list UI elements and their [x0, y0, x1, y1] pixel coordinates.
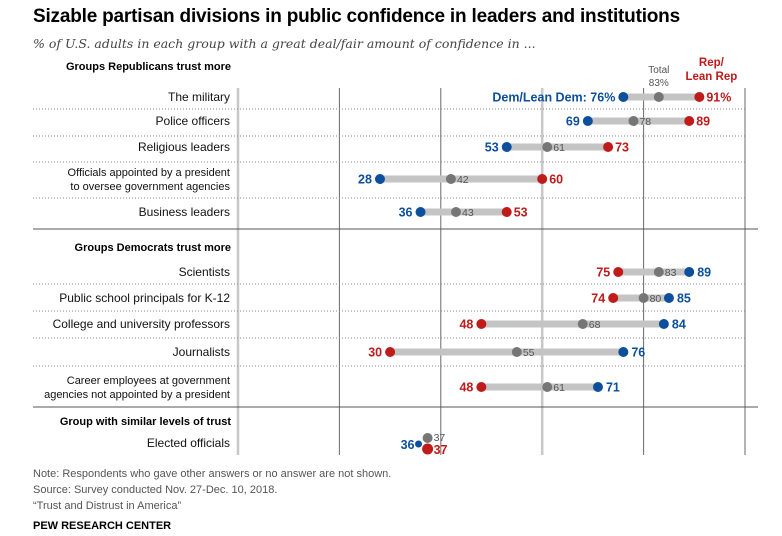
dem-value-label: Dem/Lean Dem: 76%	[492, 91, 615, 105]
dot-total	[628, 116, 639, 126]
rep-value-label: 89	[696, 115, 710, 129]
dot-dem	[663, 293, 674, 303]
legend-total-value: 83%	[649, 78, 669, 89]
dot-total	[451, 207, 462, 217]
dot-rep	[537, 174, 548, 184]
dot-rep	[608, 293, 619, 303]
dem-value-label: 89	[697, 266, 711, 280]
category-label: Police officers	[156, 114, 230, 128]
total-value-label: 83	[665, 267, 677, 279]
dot-rep	[476, 382, 487, 392]
section-heading: Groups Democrats trust more	[75, 242, 231, 254]
rep-value-label: 75	[596, 266, 610, 280]
dot-total	[577, 319, 588, 329]
category-label: Religious leaders	[138, 140, 230, 154]
dot-rep	[476, 319, 487, 329]
category-label: to oversee government agencies	[70, 181, 230, 193]
brand-logo-text: PEW RESEARCH CENTER	[33, 520, 172, 532]
dot-dem	[582, 116, 593, 126]
dot-dem	[415, 207, 426, 217]
dot-total	[638, 293, 649, 303]
dot-rep	[684, 116, 695, 126]
dem-value-label: 53	[485, 141, 499, 155]
rep-value-label: 73	[615, 141, 629, 155]
section-heading: Group with similar levels of trust	[60, 416, 231, 428]
source-text: Source: Survey conducted Nov. 27-Dec. 10…	[33, 484, 278, 496]
dem-value-label: 36	[401, 438, 415, 452]
dot-total	[542, 382, 553, 392]
total-value-label: 68	[589, 319, 601, 331]
rep-value-label: 91%	[706, 91, 731, 105]
dot-dem	[658, 319, 669, 329]
dot-rep	[422, 443, 434, 455]
legend-rep-label: Rep/	[699, 57, 725, 69]
dot-total	[511, 347, 522, 357]
dot-total	[445, 174, 456, 184]
dot-dem	[618, 347, 629, 357]
rep-value-label: 30	[368, 346, 382, 360]
rep-value-label: 53	[514, 206, 528, 220]
dem-value-label: 71	[606, 381, 620, 395]
dot-total	[422, 433, 433, 443]
total-value-label: 43	[462, 207, 474, 219]
dot-total	[653, 267, 664, 277]
category-label: Career employees at government	[67, 375, 230, 387]
dot-rep	[385, 347, 396, 357]
rep-value-label: 37	[434, 443, 448, 457]
category-label: agencies not appointed by a president	[44, 389, 230, 401]
report-title-text: “Trust and Distrust in America”	[33, 500, 182, 512]
total-value-label: 78	[639, 116, 651, 128]
total-value-label: 42	[457, 174, 469, 186]
dem-value-label: 84	[672, 318, 686, 332]
dot-total	[542, 142, 553, 152]
category-label: Officials appointed by a president	[68, 167, 230, 179]
dot-dem	[684, 267, 695, 277]
total-value-label: 61	[553, 142, 565, 154]
dem-value-label: 85	[677, 292, 691, 306]
dot-dem	[374, 174, 385, 184]
section-heading: Groups Republicans trust more	[66, 61, 231, 73]
dot-rep	[613, 267, 624, 277]
total-value-label: 55	[523, 347, 535, 359]
rep-value-label: 48	[459, 381, 473, 395]
category-label: Public school principals for K-12	[59, 291, 230, 305]
dot-rep	[694, 92, 705, 102]
dot-dem	[618, 92, 629, 102]
rep-value-label: 48	[459, 318, 473, 332]
dot-range-chart: Groups Republicans trust more The militar…	[33, 57, 758, 457]
chart-subtitle: % of U.S. adults in each group with a gr…	[33, 36, 536, 51]
rep-value-label: 74	[591, 292, 605, 306]
dot-dem	[501, 142, 512, 152]
rep-value-label: 60	[549, 173, 563, 187]
dot-total	[653, 92, 664, 102]
category-label: Journalists	[173, 345, 230, 359]
legend-total-label: Total	[648, 65, 669, 76]
total-value-label: 61	[553, 382, 565, 394]
dem-value-label: 69	[566, 115, 580, 129]
category-label: College and university professors	[53, 317, 230, 331]
note-text: Note: Respondents who gave other answers…	[33, 468, 392, 480]
dot-dem	[592, 382, 603, 392]
dot-rep	[603, 142, 614, 152]
legend-rep-label: Lean Rep	[685, 71, 737, 83]
dot-rep	[501, 207, 512, 217]
category-label: Scientists	[179, 265, 230, 279]
category-label: Business leaders	[139, 205, 230, 219]
total-value-label: 37	[434, 432, 446, 444]
dem-value-label: 36	[399, 206, 413, 220]
chart-title: Sizable partisan divisions in public con…	[33, 6, 680, 27]
dem-value-label: 76	[631, 346, 645, 360]
dem-value-label: 28	[358, 173, 372, 187]
category-label: The military	[168, 90, 230, 104]
total-value-label: 80	[650, 293, 662, 305]
category-label: Elected officials	[147, 436, 230, 450]
dot-dem	[415, 440, 423, 448]
